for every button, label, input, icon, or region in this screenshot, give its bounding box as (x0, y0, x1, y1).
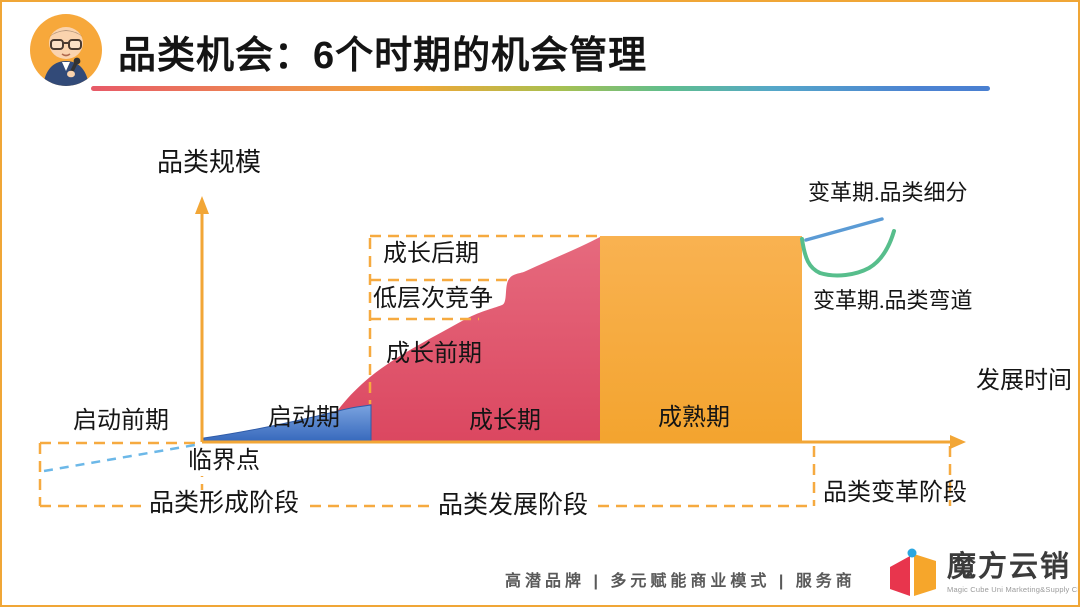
speaker-avatar-icon (30, 14, 102, 86)
label-critical-point: 临界点 (185, 448, 263, 476)
pre-launch-trend-dashed-line (43, 443, 196, 473)
brand-tagline: Magic Cube Uni Marketing&Supply Chain (947, 584, 1080, 594)
maturity-rect-shape (600, 236, 802, 441)
segmentation-line (804, 217, 884, 242)
x-axis-arrow (950, 435, 966, 449)
label-transform-curve: 变革期.品类弯道 (813, 288, 973, 313)
y-axis-label: 品类规模 (157, 148, 262, 177)
brand-logo: 魔方云销 Magic Cube Uni Marketing&Supply Cha… (886, 548, 1080, 598)
label-low-level-competition: 低层次竞争 (373, 286, 493, 312)
stage-label-development: 品类发展阶段 (430, 492, 597, 521)
label-launch: 启动期 (268, 405, 340, 431)
label-transform-segmentation: 变革期.品类细分 (808, 180, 968, 205)
stage-label-formation: 品类形成阶段 (141, 490, 308, 519)
label-pre-launch: 启动前期 (73, 408, 169, 434)
launch-area-shape (203, 404, 372, 443)
growth-area-shape (338, 237, 600, 442)
stage-label-transformation: 品类变革阶段 (823, 480, 967, 506)
label-early-growth: 成长前期 (386, 341, 482, 367)
category-curve-line (800, 229, 896, 278)
page-title: 品类机会：6个时期的机会管理 (118, 35, 648, 77)
label-late-growth: 成长后期 (383, 241, 479, 267)
brand-name: 魔方云销 (947, 551, 1072, 584)
x-axis-label: 发展时间 (976, 368, 1072, 394)
title-gradient-divider (91, 86, 990, 91)
y-axis-arrow (195, 196, 209, 214)
magic-cube-book-icon (890, 548, 936, 596)
label-maturity: 成熟期 (658, 405, 730, 431)
label-growth: 成长期 (469, 408, 541, 434)
footer-tagline: 高潜品牌 | 多元赋能商业模式 | 服务商 (505, 573, 856, 590)
